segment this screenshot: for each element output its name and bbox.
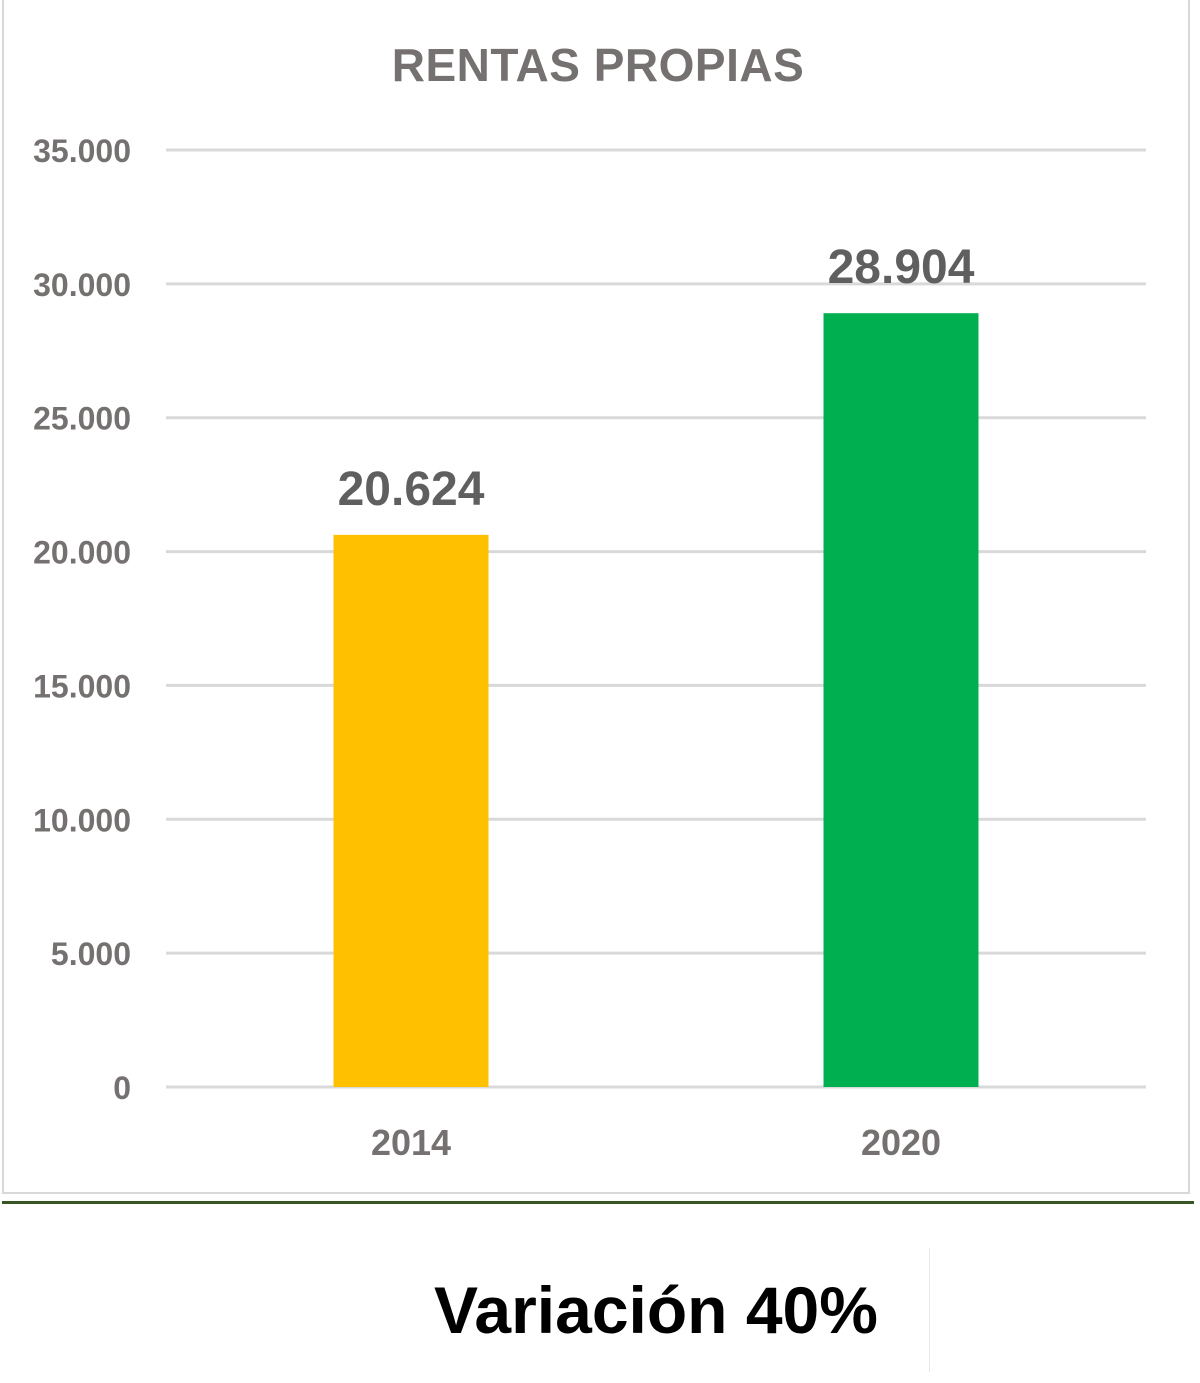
data-label: 20.624 bbox=[338, 463, 485, 516]
y-tick-label: 10.000 bbox=[33, 802, 131, 838]
divider-line bbox=[2, 1201, 1194, 1204]
y-tick-label: 25.000 bbox=[33, 401, 131, 437]
y-tick-label: 35.000 bbox=[33, 133, 131, 169]
chart-frame bbox=[2, 0, 1190, 1194]
data-label: 28.904 bbox=[828, 241, 975, 294]
y-tick-label: 0 bbox=[113, 1070, 131, 1106]
variation-box bbox=[402, 1248, 930, 1372]
y-tick-label: 5.000 bbox=[51, 936, 131, 972]
y-tick-label: 20.000 bbox=[33, 535, 131, 571]
x-tick-label: 2014 bbox=[371, 1122, 451, 1163]
y-tick-label: 30.000 bbox=[33, 267, 131, 303]
x-tick-label: 2020 bbox=[861, 1122, 941, 1163]
variation-text: Variación 40% bbox=[434, 1273, 878, 1347]
bar-2014 bbox=[333, 534, 489, 1087]
chart-title: RENTAS PROPIAS bbox=[391, 39, 805, 91]
y-tick-label: 15.000 bbox=[33, 668, 131, 704]
bar-chart: 0 5.000 10.000 15.000 20.000 25.000 30.000 35.0… bbox=[33, 133, 1146, 1163]
bar-2020 bbox=[823, 313, 979, 1088]
